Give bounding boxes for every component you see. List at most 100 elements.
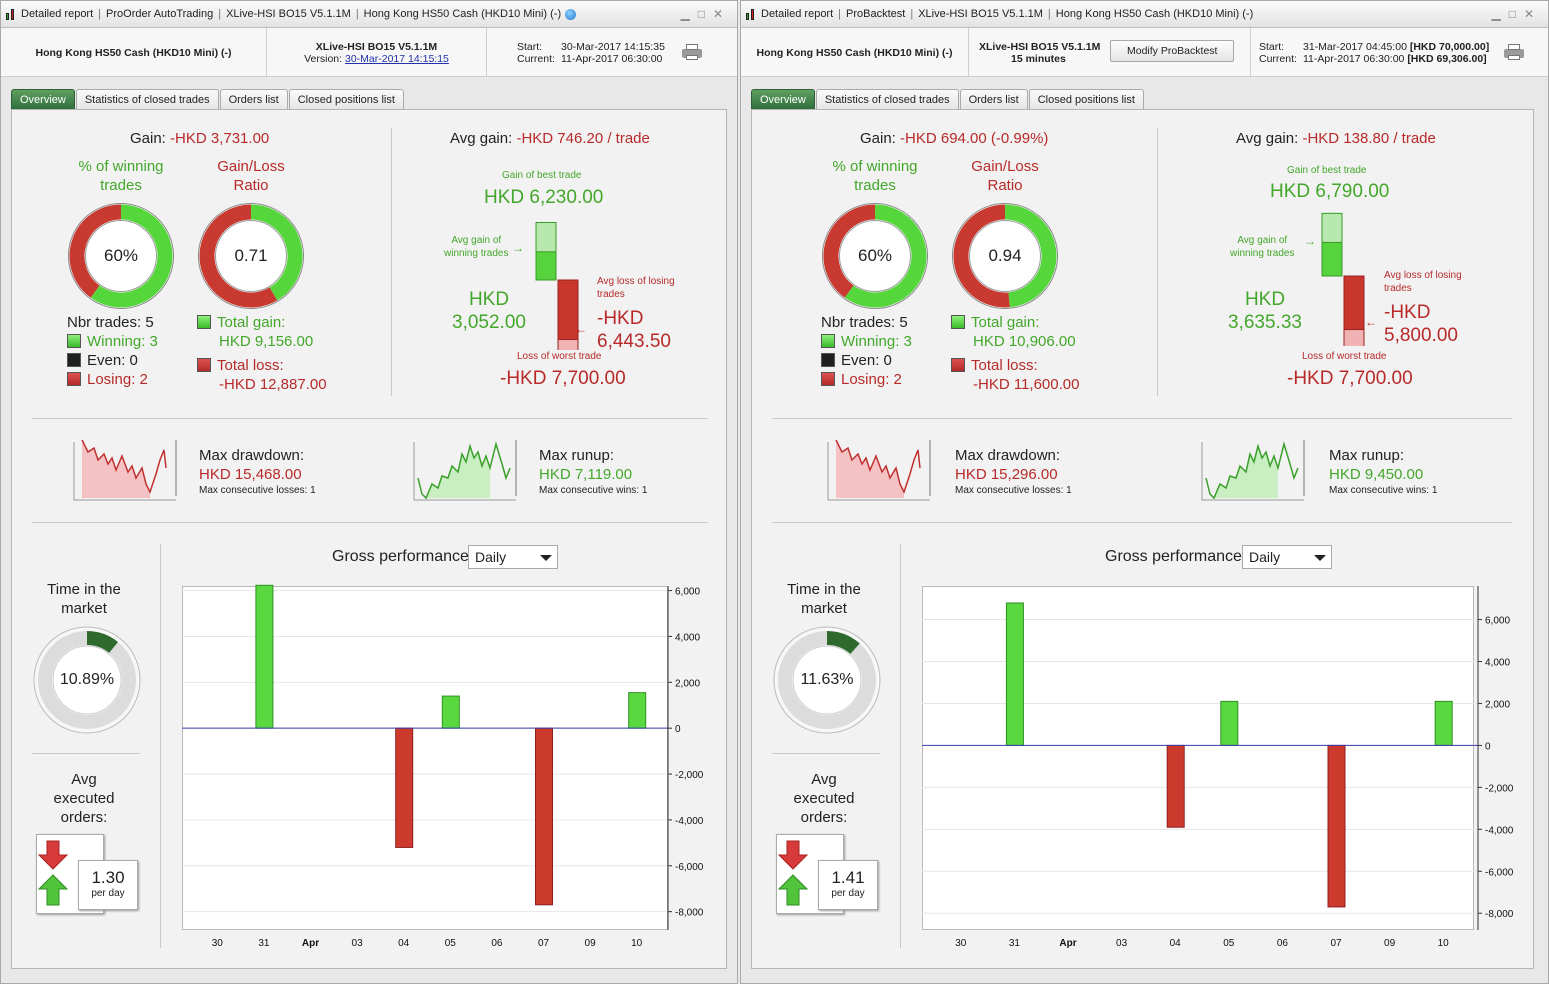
gain-summary: Gain: -HKD 694.00 (-0.99%) [860,130,1048,147]
minimize-icon[interactable]: ▁ [680,7,698,21]
printer-icon[interactable] [1504,44,1524,60]
total-gain-icon [951,315,965,329]
time-market-title-line: market [61,600,107,617]
avg-win-value-line: HKD [468,289,510,310]
tab-closed-positions[interactable]: Closed positions list [1028,89,1144,109]
worst-trade-value: -HKD 7,700.00 [1287,368,1413,389]
totals: Total gain: HKD 10,906.00 Total loss: -H… [951,313,1079,394]
total-loss-icon [197,358,211,372]
ring-loss-arc [823,204,876,298]
max-consecutive-wins: Max consecutive wins: 1 [539,485,648,496]
tab-overview[interactable]: Overview [11,89,75,109]
avg-gain-summary: Avg gain: -HKD 138.80 / trade [1236,130,1436,147]
version-link[interactable]: 30-Mar-2017 14:15:15 [344,52,449,65]
x-tick-label: 09 [1384,938,1396,949]
avg-win-label: Avg gain of winning trades [1230,234,1294,260]
avg-win-value-line: 3,052.00 [452,312,526,333]
tab-bar: Overview Statistics of closed trades Ord… [11,89,405,110]
modify-probacktest-button[interactable]: Modify ProBacktest [1110,40,1235,62]
avg-win-label-line: winning trades [1230,248,1295,259]
x-tick-label: 10 [1438,938,1450,949]
ring-loss-arc [199,204,278,308]
close-icon[interactable]: ✕ [1523,7,1542,21]
gross-performance-label: Gross performance [1105,548,1242,565]
printer-icon[interactable] [682,44,702,60]
report-header: Hong Kong HS50 Cash (HKD10 Mini) (-) XLi… [741,28,1548,77]
period-dropdown-value: Daily [1249,549,1281,565]
winning-ring-svg [68,203,174,309]
title-bar[interactable]: Detailed report | ProOrder AutoTrading | X… [1,1,737,28]
current-label: Current: [517,52,555,65]
even-count: Even: 0 [841,352,892,369]
period-dropdown[interactable]: Daily [468,545,558,569]
ring-loss-arc [69,204,122,298]
y-tick-label: 6,000 [1485,616,1510,627]
current-capital: [HKD 69,306.00] [1407,52,1487,65]
x-tick-label: Apr [1059,938,1076,949]
system-info: XLive-HSI BO15 V5.1.1M 15 minutes [969,28,1251,77]
gain-label: Gain: [130,130,166,147]
total-gain-label: Total gain: [217,314,286,331]
x-tick-label: 04 [1170,938,1182,949]
close-icon[interactable]: ✕ [712,7,731,21]
total-gain-value: HKD 10,906.00 [973,333,1076,350]
total-loss-icon [951,358,965,372]
avg-win-value-line: HKD [1244,289,1286,310]
avg-loss-label: Avg loss of losing trades [1384,269,1462,295]
total-loss-label: Total loss: [971,357,1038,374]
tab-bar: Overview Statistics of closed trades Ord… [751,89,1145,110]
trade-counts: Nbr trades: 5 Winning: 3 Even: 0 Losing:… [67,313,158,389]
window-controls[interactable]: ▁□✕ [680,7,731,21]
chevron-down-icon [1314,555,1326,561]
tab-overview[interactable]: Overview [751,89,815,109]
tab-orders[interactable]: Orders list [219,89,288,109]
ring-gain-arc [844,204,927,308]
avg-loss-label-line: trades [597,289,625,300]
runup-sparkline-icon [1201,440,1305,501]
avg-win-label: Avg gain of winning trades [444,234,508,260]
avg-loss-value: -HKD 6,443.50 [597,307,671,353]
ratio-title-line: Gain/Loss [971,158,1039,175]
start-value: 30-Mar-2017 14:15:35 [561,40,665,53]
gross-bar [1166,744,1185,828]
y-tick-label: 0 [1485,741,1491,752]
avg-loss-bar [557,279,579,340]
start-label: Start: [517,40,543,53]
y-tick-label: -8,000 [675,908,704,919]
period-dropdown-value: Daily [475,549,507,565]
avg-loss-value: -HKD 5,800.00 [1384,301,1458,347]
tab-statistics[interactable]: Statistics of closed trades [815,89,959,109]
overview-panel: Gain: -HKD 3,731.00 % of winning trades G… [11,109,727,969]
even-legend-icon [67,353,81,367]
period-dropdown[interactable]: Daily [1242,545,1332,569]
title-item: Detailed report [21,8,94,20]
chart-app-icon [745,8,758,21]
ratio-ring-value: 0.94 [988,246,1022,265]
drawdown-value: HKD 15,468.00 [199,466,302,483]
gross-bar [1434,700,1453,746]
winning-count: Winning: 3 [841,333,912,350]
winning-legend-icon [67,334,81,348]
maximize-icon[interactable]: □ [697,7,713,21]
avg-orders-title-line: executed [53,790,115,807]
orders-per-day-card: 1.41 per day [818,860,878,910]
avg-win-arrow-icon: → [512,241,524,255]
time-market-ring-svg [773,626,881,734]
y-tick-label: -6,000 [1485,867,1514,878]
tab-closed-positions[interactable]: Closed positions list [288,89,404,109]
window-controls[interactable]: ▁□✕ [1491,7,1542,21]
minimize-icon[interactable]: ▁ [1491,7,1509,21]
runup-block: Max runup: HKD 7,119.00 Max consecutive … [539,446,647,498]
tab-statistics[interactable]: Statistics of closed trades [75,89,219,109]
losing-count: Losing: 2 [841,371,902,388]
orders-per-day-unit: per day [91,888,125,899]
maximize-icon[interactable]: □ [1508,7,1524,21]
title-bar[interactable]: Detailed report | ProBacktest | XLive-HSI … [741,1,1548,28]
x-tick-label: 03 [1116,938,1128,949]
x-tick-label: 06 [491,938,503,949]
worst-trade-value: -HKD 7,700.00 [500,368,626,389]
tab-orders[interactable]: Orders list [959,89,1028,109]
avg-win-value: HKD 3,052.00 [439,288,539,334]
x-tick-label: 05 [445,938,457,949]
winning-title-line: trades [854,177,896,194]
